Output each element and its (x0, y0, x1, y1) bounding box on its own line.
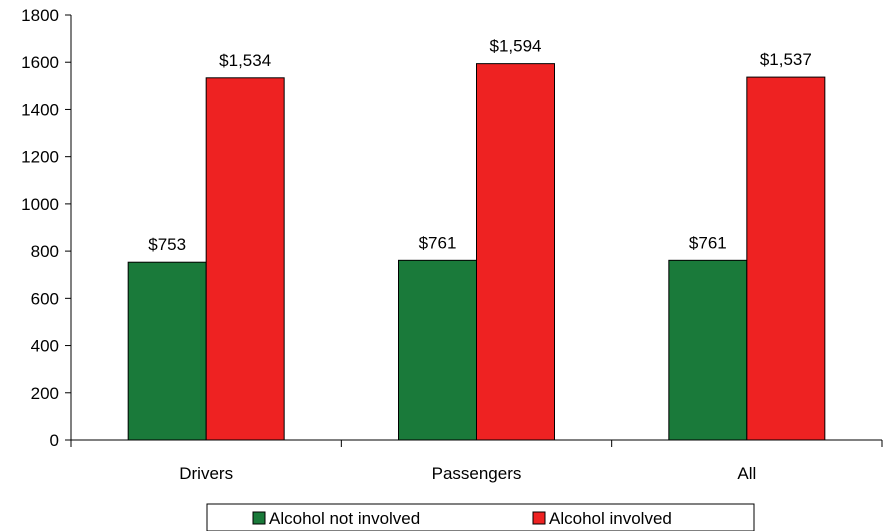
y-tick-label: 600 (31, 289, 59, 308)
data-label: $753 (148, 235, 186, 254)
legend-label: Alcohol involved (549, 509, 672, 528)
legend-label: Alcohol not involved (269, 509, 420, 528)
bar-involved (476, 63, 555, 441)
y-tick-label: 800 (31, 242, 59, 261)
data-label: $1,534 (219, 51, 271, 70)
bar-involved (746, 76, 826, 441)
data-label: $1,594 (490, 37, 542, 56)
legend-box (206, 503, 755, 531)
y-tick-label: 400 (31, 337, 59, 356)
bar-not-involved (668, 259, 748, 441)
legend: Alcohol not involved Alcohol involved (206, 503, 755, 531)
axes: 0 200 400 600 800 1000 1200 1400 1600 1800 (21, 6, 883, 450)
category-label: Drivers (179, 464, 233, 483)
bars (127, 63, 826, 441)
category-label: Passengers (432, 464, 522, 483)
data-label: $761 (419, 233, 457, 252)
y-tick-label: 200 (31, 384, 59, 403)
bar-not-involved (398, 259, 477, 441)
y-tick-label: 1200 (21, 148, 59, 167)
legend-swatch-involved (532, 511, 546, 525)
bar-involved (205, 77, 285, 441)
y-tick-label: 1000 (21, 195, 59, 214)
legend-swatch-not-involved (252, 511, 266, 525)
category-label: All (737, 464, 756, 483)
y-tick-label: 1600 (21, 53, 59, 72)
y-tick-label: 1400 (21, 100, 59, 119)
data-label: $761 (689, 233, 727, 252)
labels: $753 $1,534 Drivers $761 $1,594 Passengers $76… (148, 37, 812, 483)
y-tick-label: 0 (50, 431, 59, 450)
bar-not-involved (127, 261, 207, 441)
y-tick-label: 1800 (21, 6, 59, 25)
data-label: $1,537 (760, 50, 812, 69)
